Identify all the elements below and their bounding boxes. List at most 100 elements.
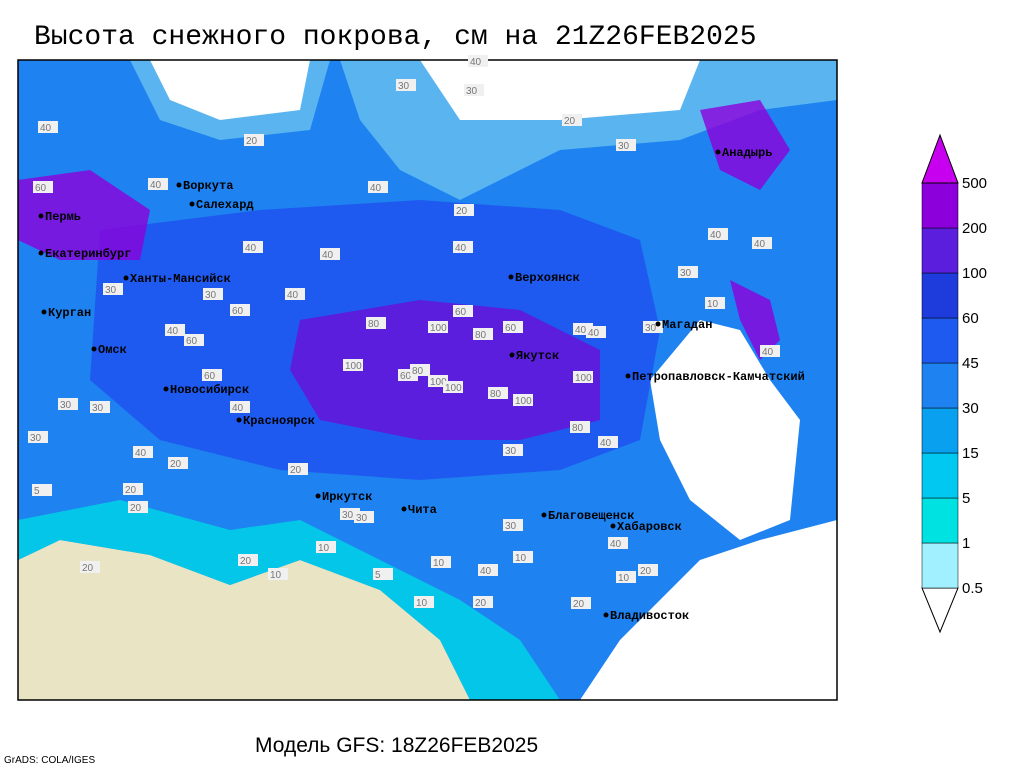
colorbar-label: 30 xyxy=(962,400,979,417)
contour-label: 30 xyxy=(398,81,410,92)
contour-label: 60 xyxy=(204,371,216,382)
city-label: Владивосток xyxy=(610,609,689,623)
colorbar-band xyxy=(921,362,959,409)
colorbar-band xyxy=(921,497,959,544)
contour-label: 20 xyxy=(290,465,302,476)
contour-label-box xyxy=(368,181,388,193)
city-label: Екатеринбург xyxy=(45,246,131,261)
contour-label-box xyxy=(586,326,606,338)
contour-label: 40 xyxy=(287,290,299,301)
contour-label: 20 xyxy=(573,599,585,610)
contour-label: 60 xyxy=(505,323,517,334)
city-dot xyxy=(176,182,182,188)
contour-label-box xyxy=(503,444,523,456)
thin-snow xyxy=(18,500,560,700)
contour-label: 30 xyxy=(60,400,72,411)
contour-label-box xyxy=(168,457,188,469)
contour-label-box xyxy=(285,288,305,300)
city-dot xyxy=(625,373,631,379)
city-label: Красноярск xyxy=(243,414,315,428)
contour-label: 20 xyxy=(130,503,142,514)
contour-label-box xyxy=(473,328,493,340)
colorbar-band xyxy=(921,452,959,499)
city-dot xyxy=(508,274,514,280)
city-label: Чита xyxy=(408,503,437,517)
colorbar-label: 1 xyxy=(962,535,970,552)
contour-label-box xyxy=(616,571,636,583)
contour-label-box xyxy=(453,305,473,317)
map-frame xyxy=(17,59,838,701)
contour-label: 80 xyxy=(475,330,487,341)
contour-label: 30 xyxy=(618,141,630,152)
contour-label: 20 xyxy=(240,556,252,567)
contour-label: 60 xyxy=(35,183,47,194)
contour-label-box xyxy=(32,484,52,496)
contour-label: 100 xyxy=(445,383,462,394)
city-dot xyxy=(509,352,515,358)
city-label: Магадан xyxy=(662,318,712,332)
city-dot xyxy=(610,523,616,529)
city-dot xyxy=(38,250,44,256)
contour-labels: 4030304020203040604020403030402040403040… xyxy=(28,55,780,610)
contour-label: 40 xyxy=(754,239,766,250)
colorbar-label: 100 xyxy=(962,265,987,282)
contour-label: 40 xyxy=(480,566,492,577)
contour-label: 30 xyxy=(356,513,368,524)
contour-label-box xyxy=(562,114,582,126)
contour-label: 40 xyxy=(40,123,52,134)
contour-label: 30 xyxy=(505,446,517,457)
contour-label: 40 xyxy=(322,250,334,261)
contour-label: 40 xyxy=(710,230,722,241)
contour-label: 40 xyxy=(150,180,162,191)
contour-label-box xyxy=(454,204,474,216)
contour-label-box xyxy=(123,483,143,495)
colorbar-label: 60 xyxy=(962,310,979,327)
colorbar-bottom xyxy=(921,587,959,634)
contour-label: 100 xyxy=(430,377,447,388)
contour-label: 30 xyxy=(342,510,354,521)
contour-label: 10 xyxy=(270,570,282,581)
contour-label: 40 xyxy=(370,183,382,194)
contour-label-box xyxy=(468,55,488,67)
contour-label-box xyxy=(128,501,148,513)
contour-label: 60 xyxy=(186,336,198,347)
contour-label-box xyxy=(90,401,110,413)
contour-label-box xyxy=(503,519,523,531)
city-dot xyxy=(541,512,547,518)
contour-label-box xyxy=(38,121,58,133)
contour-label: 20 xyxy=(564,116,576,127)
city-label: Иркутск xyxy=(322,490,372,504)
contour-label-box xyxy=(33,181,53,193)
contour-label: 40 xyxy=(610,539,622,550)
map-title: Высота снежного покрова, см на 21Z26FEB2… xyxy=(34,22,757,53)
contour-label-box xyxy=(752,237,772,249)
contour-label: 40 xyxy=(575,325,587,336)
city-dot xyxy=(236,417,242,423)
contour-label-box xyxy=(573,371,593,383)
contour-label-box xyxy=(165,324,185,336)
city-dot xyxy=(41,309,47,315)
contour-label: 40 xyxy=(600,438,612,449)
contour-label: 20 xyxy=(125,485,137,496)
contour-label-box xyxy=(373,568,393,580)
contour-label-box xyxy=(616,139,636,151)
contour-label: 10 xyxy=(433,558,445,569)
contour-label-box xyxy=(414,596,434,608)
colorbar-band xyxy=(921,317,959,364)
credit: GrADS: COLA/IGES xyxy=(4,755,95,766)
city-dot xyxy=(189,201,195,207)
contour-label-box xyxy=(708,228,728,240)
contour-label-box xyxy=(184,334,204,346)
contour-label: 20 xyxy=(246,136,258,147)
contour-label-box xyxy=(478,564,498,576)
colorbar-top xyxy=(921,133,959,184)
colorbar-band xyxy=(921,272,959,319)
city-labels: Анадырь Воркута Салехард Пермь Екатеринбург Х… xyxy=(38,146,805,623)
city-dot xyxy=(38,213,44,219)
contour-label: 20 xyxy=(170,459,182,470)
contour-label-box xyxy=(343,359,363,371)
contour-label: 40 xyxy=(167,326,179,337)
contour-label: 40 xyxy=(470,57,482,68)
contour-label: 20 xyxy=(640,566,652,577)
colorbar-band xyxy=(921,227,959,274)
